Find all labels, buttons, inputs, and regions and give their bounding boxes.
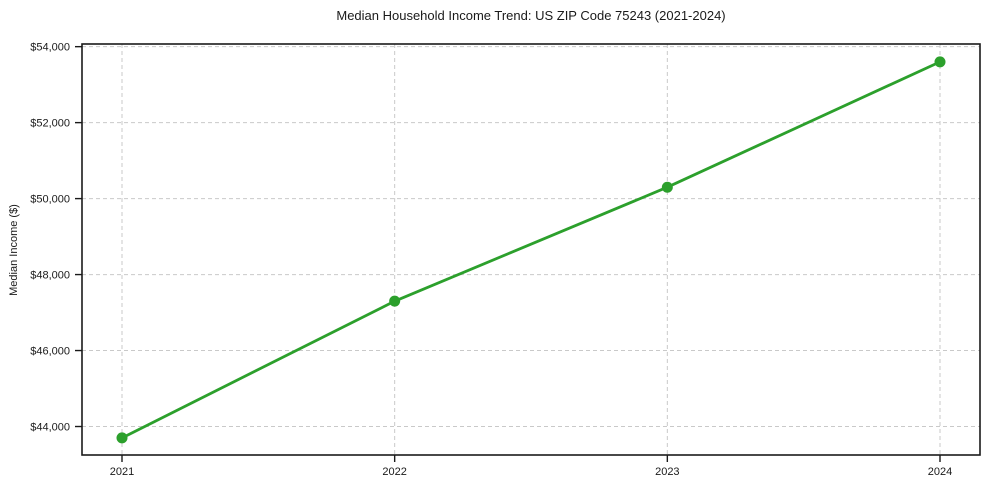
data-point [116, 432, 128, 444]
data-line [120, 60, 942, 440]
data-point [389, 295, 401, 307]
x-tick-label: 2024 [928, 466, 952, 478]
y-tick-label: $46,000 [30, 346, 70, 358]
y-axis-label: Median Income ($) [8, 204, 20, 296]
x-tick-label: 2022 [382, 466, 406, 478]
data-point [661, 181, 673, 193]
y-tick-label: $50,000 [30, 194, 70, 206]
x-tick-label: 2023 [655, 466, 679, 478]
y-tick-label: $48,000 [30, 270, 70, 282]
y-tick-label: $54,000 [30, 42, 70, 54]
chart-title: Median Household Income Trend: US ZIP Co… [336, 8, 726, 23]
y-tick-label: $52,000 [30, 118, 70, 130]
x-tick-label: 2021 [110, 466, 134, 478]
y-tick-label: $44,000 [30, 422, 70, 434]
plot-border [81, 43, 981, 456]
data-point [934, 56, 946, 68]
